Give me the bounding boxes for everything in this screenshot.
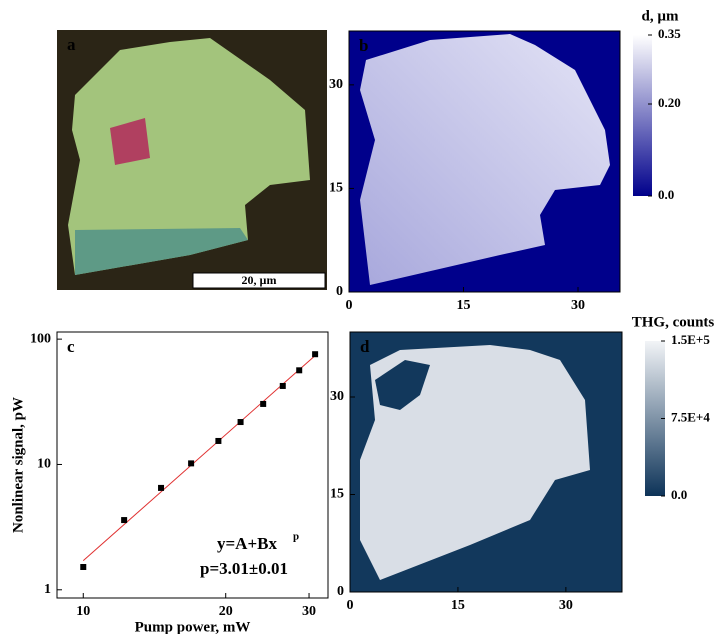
annotation: p=3.01±0.01 (200, 559, 288, 578)
y-tick-label: 1 (44, 582, 51, 597)
data-point (280, 383, 286, 389)
annotation: p (293, 531, 299, 543)
x-tick-label: 15 (457, 298, 471, 313)
colorbar-title: d, µm (642, 8, 679, 24)
panel-label: c (67, 337, 75, 356)
y-tick-label: 0 (337, 584, 344, 599)
colorbar-tick-label: 0.0 (658, 187, 674, 202)
scale-bar-label: 20, µm (242, 273, 277, 287)
x-tick-label: 30 (571, 298, 585, 313)
data-point (188, 460, 194, 466)
x-tick-label: 15 (451, 598, 465, 613)
y-tick-label: 30 (330, 389, 344, 404)
x-tick-label: 30 (559, 598, 573, 613)
y-tick-label: 100 (30, 331, 51, 346)
colorbar-tick-label: 0.0 (671, 487, 687, 502)
y-tick-label: 0 (336, 284, 343, 299)
data-point (238, 419, 244, 425)
colorbar-tick-label: 0.20 (658, 95, 681, 110)
x-axis-label: Pump power, mW (135, 619, 251, 634)
panel-label: d (360, 337, 370, 356)
panel-label: a (67, 35, 76, 54)
y-axis-label: Nonlinear signal, pW (10, 397, 26, 533)
page: a20, µm0153001530bd, µm0.00.200.35102030… (0, 0, 715, 634)
x-tick-label: 30 (302, 604, 316, 619)
colorbar-title: THG, counts (632, 314, 715, 330)
data-point (296, 367, 302, 373)
x-tick-label: 0 (347, 598, 354, 613)
data-point (312, 351, 318, 357)
y-tick-label: 30 (329, 77, 343, 92)
data-point (121, 517, 127, 523)
colorbar-tick-label: 1.5E+5 (671, 332, 710, 347)
y-tick-label: 15 (329, 181, 343, 196)
y-tick-label: 15 (330, 487, 344, 502)
x-tick-label: 10 (76, 604, 90, 619)
colorbar-tick-label: 7.5E+4 (671, 409, 710, 424)
panel-label: b (359, 36, 368, 55)
x-tick-label: 0 (346, 298, 353, 313)
data-point (260, 401, 266, 407)
figure: a20, µm0153001530bd, µm0.00.200.35102030… (0, 0, 715, 634)
annotation: y=A+Bx (217, 534, 277, 553)
x-tick-label: 20 (219, 604, 233, 619)
data-point (158, 485, 164, 491)
data-point (215, 438, 221, 444)
colorbar-tick-label: 0.35 (658, 26, 681, 41)
data-point (80, 564, 86, 570)
y-tick-label: 10 (37, 457, 51, 472)
colorbar (633, 35, 652, 196)
